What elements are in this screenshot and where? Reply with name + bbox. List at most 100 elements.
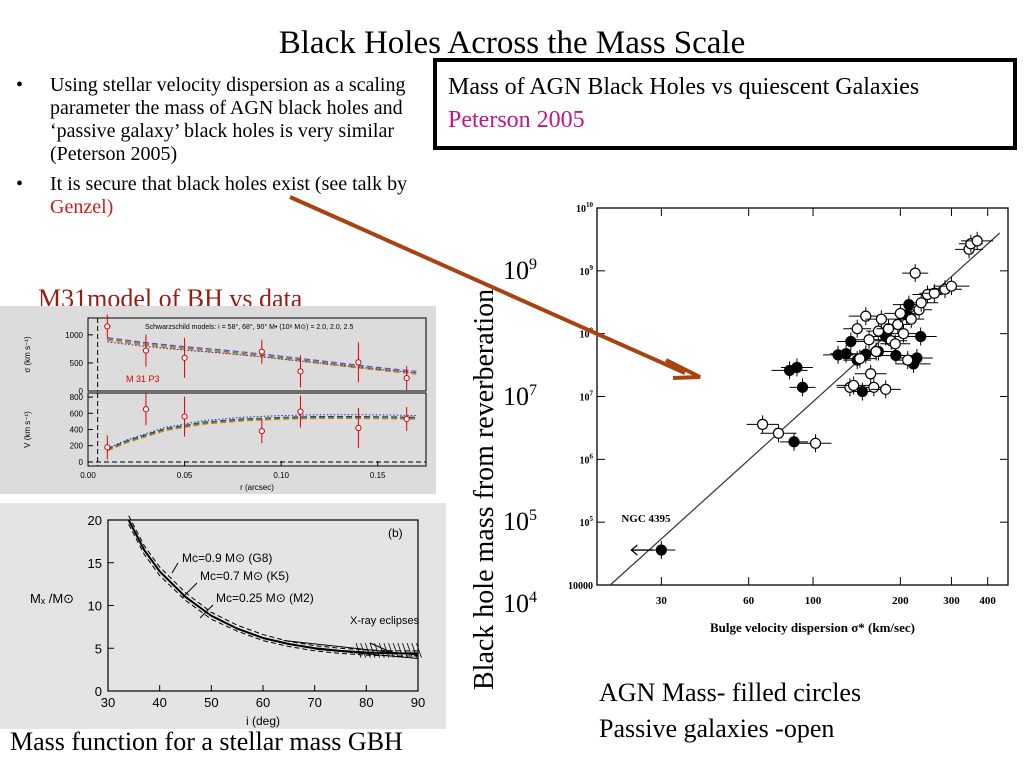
passive-galaxy-point bbox=[897, 328, 910, 340]
m31-data-point bbox=[355, 359, 362, 366]
passive-galaxy-point bbox=[809, 437, 822, 449]
y-tick-1e4: 104 bbox=[503, 589, 537, 618]
y-tick-1e9: 109 bbox=[503, 256, 537, 285]
passive-galaxy-point bbox=[868, 381, 880, 393]
m31-plot: 0 500 1000 σ (km s⁻¹) 0 200 400 600 800 V (km s⁻¹… bbox=[23, 314, 427, 492]
gbh-hatch-line bbox=[364, 642, 371, 658]
m31-data-point bbox=[181, 413, 188, 420]
m31-data-point bbox=[181, 354, 188, 361]
passive-galaxy-point bbox=[915, 297, 927, 309]
m31-x-tick-label: 0.15 bbox=[370, 471, 386, 480]
y-tick-exponent: 10 bbox=[586, 201, 594, 209]
gbh-eclipse-bound bbox=[314, 648, 419, 660]
m31-panel-label: M 31 P3 bbox=[126, 374, 160, 384]
slide-title: Black Holes Across the Mass Scale bbox=[278, 25, 746, 61]
m31-y-tick-label: 600 bbox=[70, 409, 84, 418]
gbh-x-tick-label: 90 bbox=[411, 695, 425, 710]
stellar-mass-caption: Mass function for a stellar mass GBH bbox=[10, 727, 403, 756]
m31-data-point bbox=[297, 408, 304, 415]
m31-data-point bbox=[297, 368, 304, 375]
genzel-link-text: Genzel) bbox=[50, 196, 114, 218]
passive-galaxy-point bbox=[902, 354, 914, 366]
bullet-item: • Using stellar velocity dispersion as a … bbox=[16, 74, 406, 165]
agn-point bbox=[911, 352, 923, 364]
m31-model-curve bbox=[107, 416, 417, 451]
passive-galaxy-point bbox=[928, 287, 940, 299]
passive-galaxy-point bbox=[880, 383, 892, 395]
y-tick-exponent: 8 bbox=[590, 327, 594, 335]
m31-y-tick-label: 0 bbox=[79, 387, 84, 396]
ngc4395-label: NGC 4395 bbox=[621, 513, 671, 525]
gbh-hatch-line bbox=[383, 642, 390, 658]
agn-point bbox=[788, 436, 800, 448]
x-tick-label: 100 bbox=[805, 595, 822, 607]
bullet-list: • Using stellar velocity dispersion as a … bbox=[10, 74, 410, 226]
y-tick-exponent: 9 bbox=[590, 264, 594, 272]
gbh-eclipse-leader bbox=[369, 642, 394, 654]
m31-y-tick-label: 1000 bbox=[65, 331, 83, 340]
x-tick-label: 400 bbox=[979, 595, 996, 607]
passive-galaxy-point bbox=[863, 334, 875, 346]
msigma-plot-frame bbox=[596, 207, 1009, 586]
gbh-curve-label: Mᴄ=0.25 M⊙ (M2) bbox=[216, 591, 314, 605]
y-tick-label: 108 bbox=[580, 327, 594, 341]
m31-data-point bbox=[355, 424, 362, 431]
m31-figure: 0 500 1000 σ (km s⁻¹) 0 200 400 600 800 V (km s⁻¹… bbox=[0, 306, 436, 494]
agn-caption-line1: AGN Mass- filled circles bbox=[599, 678, 862, 707]
y-tick-exponent: 7 bbox=[590, 390, 594, 398]
m31-data-point bbox=[104, 444, 111, 451]
passive-galaxy-point bbox=[882, 323, 895, 335]
gbh-y-tick-label: 5 bbox=[95, 641, 102, 656]
passive-galaxy-point bbox=[894, 307, 906, 320]
x-tick-label: 60 bbox=[743, 595, 755, 607]
m31-y-tick-label: 500 bbox=[70, 359, 84, 368]
gbh-panel-label: (b) bbox=[388, 526, 403, 540]
gbh-x-tick-label: 40 bbox=[152, 695, 166, 710]
m31-y-tick-label: 400 bbox=[70, 426, 84, 435]
y-tick-label: 106 bbox=[580, 452, 594, 466]
bullet-item: • It is secure that black holes exist (se… bbox=[16, 173, 408, 218]
m31-y-axis-label: V (km s⁻¹) bbox=[23, 411, 32, 448]
gbh-x-tick-label: 80 bbox=[359, 695, 373, 710]
callout-box: Mass of AGN Black Holes vs quiescent Gal… bbox=[433, 58, 1017, 150]
gbh-eclipse-label: X-ray eclipses bbox=[350, 615, 420, 627]
gbh-y-tick-label: 0 bbox=[95, 684, 102, 699]
m31-x-tick-label: 0.10 bbox=[273, 471, 289, 480]
x-tick-label: 30 bbox=[656, 595, 668, 607]
gbh-mass-curve bbox=[127, 519, 418, 655]
bullet-text: Using stellar velocity dispersion as a s… bbox=[50, 74, 406, 165]
msigma-x-axis-title: Bulge velocity dispersion σ* (km/sec) bbox=[710, 620, 915, 635]
m31-data-point bbox=[142, 406, 150, 413]
gbh-hatch-line bbox=[360, 642, 367, 658]
gbh-y-axis-label: Mₓ /M⊙ bbox=[30, 591, 74, 606]
passive-galaxy-point bbox=[772, 427, 785, 439]
upper-limit-arrowhead bbox=[630, 544, 638, 556]
x-tick-label: 200 bbox=[892, 595, 909, 607]
agn-point bbox=[856, 385, 869, 398]
m31-data-point bbox=[104, 323, 111, 330]
passive-galaxy-point bbox=[945, 280, 958, 292]
agn-point bbox=[915, 330, 927, 343]
passive-galaxy-point bbox=[875, 313, 887, 325]
y-tick-label: 105 bbox=[580, 515, 594, 529]
gbh-label-leader bbox=[181, 582, 198, 599]
passive-galaxy-point bbox=[865, 368, 877, 380]
x-tick-label: 300 bbox=[943, 595, 960, 607]
passive-galaxy-point bbox=[905, 313, 917, 325]
passive-galaxy-point bbox=[971, 235, 983, 247]
gbh-label-leader bbox=[171, 562, 179, 574]
gbh-plot: 30 40 50 60 70 80 90 0 5 10 15 20 i (deg) Mₓ /M⊙ (b) Mᴄ… bbox=[30, 513, 425, 728]
agn-point bbox=[796, 381, 809, 393]
m31-y-tick-label: 200 bbox=[70, 442, 84, 451]
agn-point bbox=[845, 335, 857, 348]
gbh-x-tick-label: 30 bbox=[101, 695, 115, 710]
gbh-hatch-line bbox=[355, 642, 362, 658]
y-tick-exponent: 5 bbox=[590, 515, 594, 523]
gbh-x-tick-label: 50 bbox=[204, 695, 218, 710]
gbh-x-tick-label: 70 bbox=[307, 695, 321, 710]
callout-citation: Peterson 2005 bbox=[448, 107, 585, 133]
m31-y-axis-label: σ (km s⁻¹) bbox=[23, 336, 32, 373]
agn-point bbox=[791, 361, 803, 374]
gbh-y-tick-label: 10 bbox=[88, 599, 102, 614]
m31-model-curve bbox=[107, 415, 417, 450]
